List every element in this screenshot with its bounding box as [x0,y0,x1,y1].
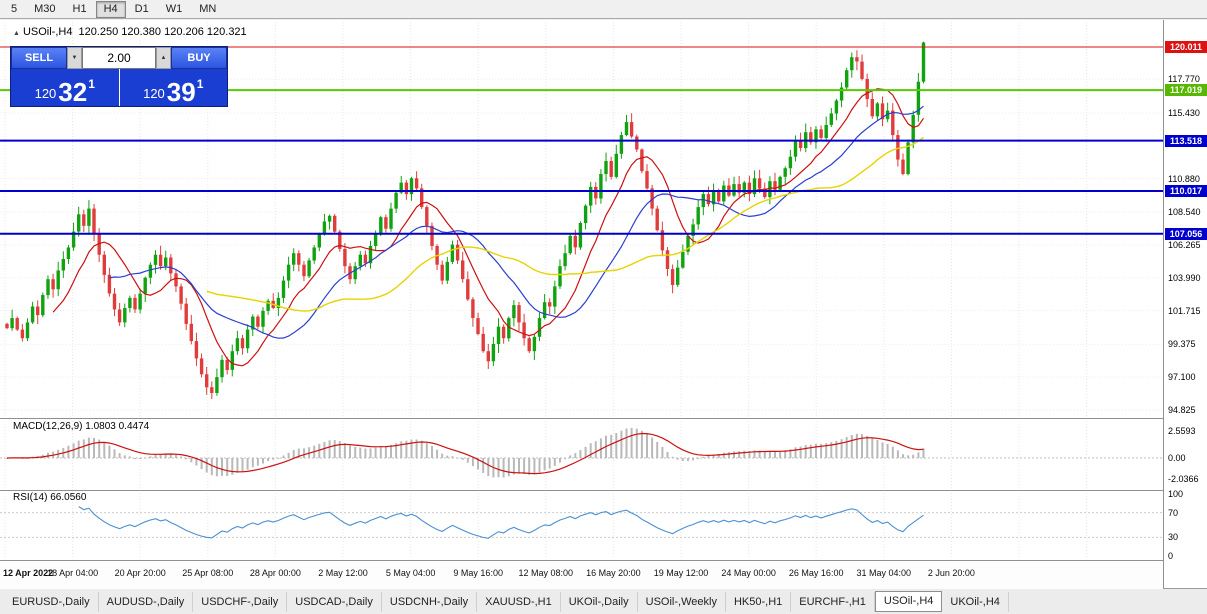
macd-axis-label: 0.00 [1168,453,1186,463]
chart-tab-eurchf-h1[interactable]: EURCHF-,H1 [791,591,875,612]
chart-tab-usdcad-daily[interactable]: USDCAD-,Daily [287,591,382,612]
price-level-tag: 117.019 [1165,84,1207,96]
price-axis-label: 115.430 [1168,108,1200,118]
price-level-tag: 107.056 [1165,228,1207,240]
time-axis-label: 5 May 04:00 [385,568,436,578]
chart-tab-usdcnh-daily[interactable]: USDCNH-,Daily [382,591,478,612]
rsi-name: RSI(14) [13,492,48,503]
chart-ohlc-values: 120.250 120.380 120.206 120.321 [78,26,247,38]
chart-tab-usoil-h4[interactable]: USOil-,H4 [874,591,943,612]
time-axis-label: 9 May 16:00 [453,568,503,578]
volume-increase-button[interactable]: ▲ [156,47,171,69]
time-axis-label: 2 Jun 20:00 [927,568,975,578]
rsi-axis-label: 70 [1168,508,1179,518]
price-axis-label: 117.770 [1168,74,1200,84]
timeframe-toolbar: 5 M30 H1 H4 D1 W1 MN [0,0,1207,19]
time-axis-label: 31 May 04:00 [856,568,912,578]
price-axis-label: 101.715 [1168,306,1201,316]
price-axis-label: 99.375 [1168,339,1196,349]
chart-tab-usoil-weekly[interactable]: USOil-,Weekly [638,591,726,612]
chart-title: ▲ USOil-,H4 120.250 120.380 120.206 120.32… [13,26,247,38]
price-axis-label: 108.540 [1168,207,1201,217]
price-axis-label: 110.880 [1168,174,1200,184]
chart-tab-hk50-h1[interactable]: HK50-,H1 [726,591,792,612]
time-axis-label: 19 May 12:00 [653,568,709,578]
macd-name: MACD(12,26,9) [13,421,83,432]
rsi-axis-label: 100 [1168,489,1184,499]
macd-indicator-label: MACD(12,26,9) 1.0803 0.4474 [13,421,149,432]
timeframe-button-d1[interactable]: D1 [134,2,149,15]
rsi-axis-label: 30 [1168,532,1179,542]
time-axis-label: 12 Apr 2022 [3,568,54,578]
rsi-axis-label: 0 [1168,551,1174,561]
time-axis[interactable]: 12 Apr 2022 18 Apr 04:00 20 Apr 20:00 25 Ap… [0,560,1163,589]
sell-price-prefix: 120 [34,86,57,101]
buy-price-fraction: 1 [196,77,204,91]
macd-values: 1.0803 0.4474 [85,421,150,432]
timeframe-button-h1[interactable]: H1 [72,2,87,15]
sell-price-pips: 32 [58,76,88,107]
time-axis-label: 28 Apr 00:00 [249,568,301,578]
timeframe-button-w1[interactable]: W1 [165,2,183,15]
price-level-tag: 110.017 [1165,185,1207,197]
volume-input[interactable] [82,47,156,69]
timeframe-button-mn[interactable]: MN [199,2,217,15]
rsi-indicator-label: RSI(14) 66.0560 [13,492,86,503]
sell-price-quote[interactable]: 120 32 1 [11,69,120,106]
price-level-tag: 113.518 [1165,135,1207,147]
time-axis-label: 2 May 12:00 [318,568,368,578]
time-axis-label: 12 May 08:00 [518,568,574,578]
buy-price-prefix: 120 [143,86,165,101]
price-chart-canvas[interactable] [0,20,1163,560]
chart-tab-ukoil-daily[interactable]: UKOil-,Daily [561,591,638,612]
price-axis[interactable]: 117.770 115.430 110.880 108.540 106.265 103.9… [1163,20,1207,588]
macd-axis-label: 2.5593 [1168,426,1196,436]
time-axis-label: 16 May 20:00 [586,568,641,578]
time-axis-label: 18 Apr 04:00 [47,568,99,578]
price-level-tag: 120.011 [1165,41,1207,53]
chart-tabs-bar: EURUSD-,Daily AUDUSD-,Daily USDCHF-,Daily U… [0,588,1207,614]
price-axis-label: 97.100 [1168,372,1196,382]
time-axis-label: 20 Apr 20:00 [114,568,166,578]
chart-tab-usdchf-daily[interactable]: USDCHF-,Daily [193,591,288,612]
one-click-arrow-icon[interactable]: ▲ [13,30,20,37]
timeframe-button-h4[interactable]: H4 [95,0,126,18]
rsi-value: 66.0560 [50,492,87,503]
chart-tab-eurusd-daily[interactable]: EURUSD-,Daily [4,591,99,612]
macd-axis-label: -2.0366 [1168,474,1199,484]
timeframe-button-5[interactable]: 5 [11,2,18,15]
volume-decrease-button[interactable]: ▼ [67,47,82,69]
chart-tab-audusd-daily[interactable]: AUDUSD-,Daily [99,591,194,612]
buy-button[interactable]: BUY [171,47,227,69]
sell-button[interactable]: SELL [11,47,67,69]
time-axis-label: 25 Apr 08:00 [182,568,234,578]
buy-price-pips: 39 [166,76,196,107]
timeframe-button-m30[interactable]: M30 [34,2,56,15]
price-axis-label: 94.825 [1168,405,1196,415]
chart-symbol-label: USOil-,H4 [22,26,73,38]
buy-price-quote[interactable]: 120 39 1 [120,69,228,106]
price-axis-label: 106.265 [1168,240,1201,250]
sell-price-fraction: 1 [88,77,95,91]
price-axis-label: 103.990 [1168,273,1201,283]
chart-tab-xauusd-h1[interactable]: XAUUSD-,H1 [477,591,561,612]
time-axis-label: 26 May 16:00 [788,568,844,578]
time-axis-label: 24 May 00:00 [721,568,776,578]
chart-tab-ukoil-h4[interactable]: UKOil-,H4 [942,591,1009,612]
